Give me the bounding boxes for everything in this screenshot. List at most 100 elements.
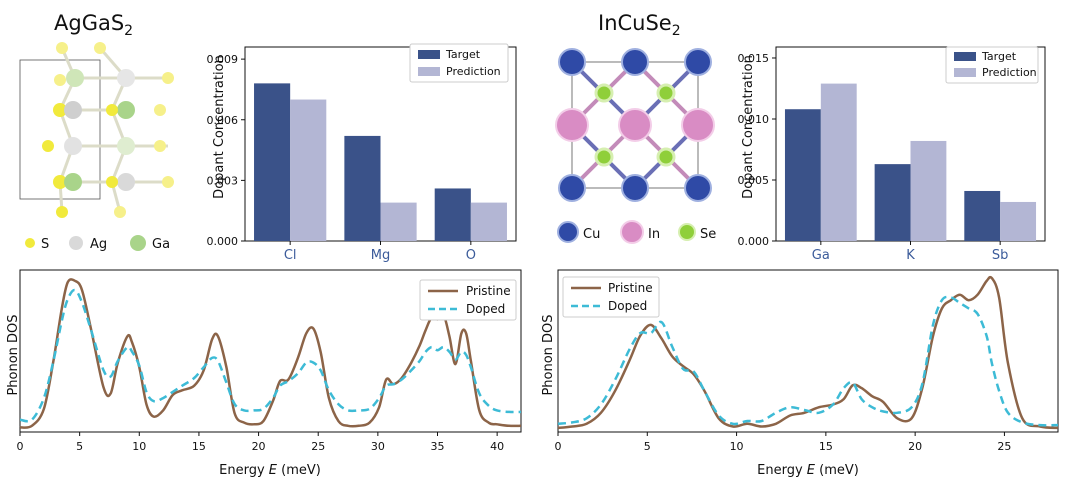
legend-label-s: S [41,237,49,252]
category-labels: Cl Mg O [284,248,476,263]
legend-label-se: Se [700,227,716,242]
x-tick-label: 0 [555,440,562,453]
bar-prediction-ga [820,83,857,241]
x-tick-label: 5 [644,440,651,453]
x-axis-label: Energy E (meV) [219,463,321,478]
legend-swatch-target [418,50,440,59]
x-tick-label: 25 [311,440,325,453]
legend-swatch-target [954,52,976,61]
legend-label-pristine: Pristine [608,281,653,295]
plot-frame [19,269,522,433]
crystal-structure-incuse2 [555,48,715,202]
category-label-o: O [466,248,476,263]
bar-prediction-o [470,202,507,241]
series-line-doped [19,288,522,423]
y-tick-label: 0.005 [738,174,770,187]
category-labels: Ga K Sb [812,248,1009,263]
x-tick-label: 0 [17,440,24,453]
y-tick-label: 0.010 [738,113,770,126]
silver-atom-icon [69,236,83,250]
category-label-sb: Sb [992,248,1009,263]
crystal-structure-aggas2 [19,42,174,218]
x-tick-label: 25 [997,440,1011,453]
bar-target-cl [254,83,291,241]
bar-prediction-k [910,140,947,241]
x-tick-label: 40 [490,440,504,453]
chart-legend: Target Prediction [409,43,509,83]
category-label-k: K [906,248,915,263]
bar-target-mg [344,135,381,241]
bar-prediction-mg [380,202,417,241]
plot-axes [557,269,1059,433]
legend-label-pristine: Pristine [466,284,511,298]
structure-panel-incuse2: InCuSe2 [555,11,716,244]
bar-prediction-sb [1000,201,1037,241]
y-axis-label: Dopant Concentration [741,55,756,199]
x-tick-label: 20 [908,440,922,453]
legend-label-target: Target [445,48,481,61]
plot-axes [19,269,522,433]
bar-target-sb [964,190,1001,241]
y-tick-label: 0.009 [207,53,239,66]
chart-legend: Target Prediction [945,46,1039,84]
legend-label-cu: Cu [583,227,600,242]
legend-label-in: In [648,227,660,242]
structure-title-incuse2: InCuSe2 [598,11,681,39]
legend-label-doped: Doped [466,302,505,316]
x-tick-label: 15 [819,440,833,453]
structure-title-aggas2: AgGaS2 [54,11,133,39]
tick-group: 0 5 10 15 20 25 30 35 40 [17,432,504,453]
series-group [557,275,1059,430]
y-axis-label: Dopant Concentration [212,55,227,199]
legend-label-doped: Doped [608,299,647,313]
copper-atom-icon [557,221,579,243]
legend-swatch-prediction [418,67,440,76]
category-label-mg: Mg [371,248,390,263]
structure-panel-aggas2: AgGaS2 [19,11,174,252]
bar-prediction-cl [290,99,327,242]
phonon-dos-chart-aggas2: Phonon DOS Energy E (meV) 0 5 10 15 20 25 30 35… [6,269,522,478]
tick-group: 0 5 10 15 20 25 [555,432,1011,453]
bar-target-o [434,188,471,241]
sulfur-atom-icon [25,238,35,248]
x-tick-label: 10 [132,440,146,453]
x-tick-label: 35 [431,440,445,453]
y-tick-label: 0.000 [207,235,239,248]
x-tick-label: 10 [730,440,744,453]
legend-label-ga: Ga [152,237,170,252]
x-tick-label: 15 [192,440,206,453]
chart-legend: Pristine Doped [419,279,517,321]
indium-atom-icon [620,220,644,244]
atom-legend-incuse2: Cu In Se [557,220,716,244]
y-axis-label: Phonon DOS [541,314,556,395]
y-tick-label: 0.015 [738,52,770,65]
atoms-incuse2 [555,48,715,202]
legend-label-prediction: Prediction [982,66,1037,79]
x-axis-label: Energy E (meV) [757,463,859,478]
x-tick-label: 30 [371,440,385,453]
category-label-cl: Cl [284,248,297,263]
bar-group [254,83,507,242]
chart-legend: Pristine Doped [562,276,660,318]
category-label-ga: Ga [812,248,830,263]
bar-group [784,83,1037,242]
y-axis-label: Phonon DOS [6,314,21,395]
bar-target-ga [784,109,821,242]
selenium-atom-icon [678,223,696,241]
tick-group: 0.000 0.003 0.006 0.009 [207,53,472,248]
phonon-dos-chart-incuse2: Phonon DOS Energy E (meV) 0 5 10 15 20 25 Pri… [541,269,1059,478]
legend-label-target: Target [981,50,1017,63]
x-tick-label: 5 [76,440,83,453]
bar-chart-incuse2: Dopant Concentration 0.000 0.005 0.010 0.01… [738,46,1046,263]
atom-legend-aggas2: S Ag Ga [25,235,170,252]
series-line-doped [557,295,1059,427]
bar-chart-aggas2: Dopant Concentration 0.0000.0030.0060.00… [207,43,517,263]
plot-frame [557,269,1059,433]
x-tick-label: 20 [252,440,266,453]
y-tick-label: 0.006 [207,114,239,127]
tick-group: 0.000 0.005 0.010 0.015 [738,52,1001,248]
legend-swatch-prediction [954,68,976,77]
legend-label-ag: Ag [90,237,107,252]
atoms-aggas2 [42,42,174,218]
